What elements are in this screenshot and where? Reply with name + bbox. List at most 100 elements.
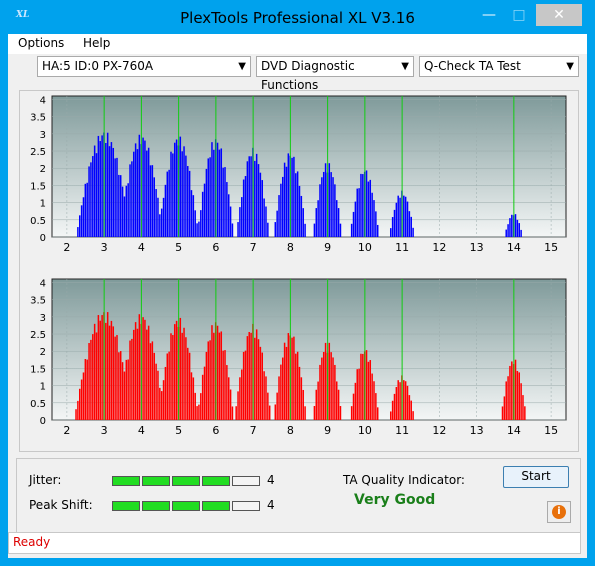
histogram-bar	[330, 172, 332, 237]
histogram-bar	[291, 157, 293, 237]
function-select[interactable]: DVD Diagnostic Functions ▼	[256, 56, 414, 92]
histogram-bar	[201, 374, 204, 420]
y-tick-label: 2.5	[30, 330, 46, 341]
histogram-bar	[127, 183, 129, 237]
histogram-bar	[181, 151, 183, 237]
histogram-bar	[90, 339, 92, 420]
histogram-bar	[408, 395, 411, 420]
histogram-bar	[358, 368, 360, 420]
histogram-bar	[229, 206, 232, 237]
histogram-bar	[241, 197, 243, 237]
histogram-bar	[142, 137, 144, 237]
histogram-bar	[242, 351, 245, 420]
histogram-bar	[522, 395, 524, 420]
histogram-bar	[179, 136, 182, 237]
histogram-bar	[520, 229, 522, 237]
x-tick-label: 8	[287, 241, 294, 254]
histogram-bar	[112, 147, 115, 237]
histogram-bar	[131, 338, 133, 420]
test-select-value: Q-Check TA Test	[424, 59, 521, 73]
histogram-bar	[224, 350, 226, 420]
histogram-bar	[505, 381, 507, 420]
histogram-bar	[146, 150, 148, 237]
histogram-bar	[391, 400, 394, 420]
ta-quality-value: Very Good	[354, 492, 436, 508]
title-bar[interactable]: XL PlexTools Professional XL V3.16 — □ ✕	[0, 0, 595, 34]
x-tick-label: 11	[395, 241, 409, 254]
histogram-bar	[246, 336, 249, 420]
meter-segment	[142, 476, 170, 486]
histogram-bar	[354, 201, 357, 237]
x-tick-label: 13	[470, 424, 484, 437]
y-tick-label: 0	[40, 233, 46, 244]
histogram-bar	[516, 219, 519, 237]
histogram-bar	[106, 132, 109, 237]
histogram-bar	[231, 223, 234, 237]
histogram-bar	[244, 176, 247, 237]
histogram-bar	[84, 359, 87, 420]
histogram-bar	[183, 327, 185, 420]
histogram-bar	[175, 139, 178, 237]
histogram-bar	[261, 180, 264, 237]
histogram-bar	[376, 407, 379, 420]
histogram-bar	[317, 381, 319, 420]
info-button[interactable]: i	[547, 501, 571, 523]
histogram-bar	[280, 183, 282, 237]
minimize-button[interactable]: —	[482, 7, 496, 23]
histogram-bar	[509, 365, 511, 420]
histogram-bar	[237, 391, 239, 420]
histogram-bar	[110, 142, 113, 237]
histogram-bar	[524, 406, 526, 420]
histogram-bar	[220, 331, 223, 420]
histogram-bar	[403, 195, 405, 237]
histogram-bar	[201, 191, 204, 237]
menu-options[interactable]: Options	[18, 36, 65, 50]
status-text: Ready	[13, 535, 51, 549]
menu-help[interactable]: Help	[83, 36, 111, 50]
histogram-bar	[373, 200, 375, 237]
x-tick-label: 14	[507, 424, 521, 437]
histogram-bar	[250, 332, 252, 420]
histogram-bar	[166, 171, 169, 237]
histogram-bar	[511, 361, 513, 420]
histogram-bar	[248, 332, 250, 420]
histogram-bar	[408, 211, 411, 237]
histogram-bar	[114, 336, 116, 420]
plot-area	[51, 95, 567, 238]
x-tick-label: 2	[63, 241, 70, 254]
histogram-bar	[101, 135, 103, 237]
test-select[interactable]: Q-Check TA Test ▼	[419, 56, 579, 77]
toolbar: HA:5 ID:0 PX-760A ▼ DVD Diagnostic Funct…	[14, 56, 579, 92]
histogram-bar	[274, 222, 277, 237]
x-tick-label: 10	[358, 241, 372, 254]
histogram-bar	[160, 391, 163, 420]
histogram-bar	[146, 329, 148, 420]
histogram-bar	[216, 142, 219, 237]
histogram-bar	[164, 366, 167, 420]
histogram-bar	[397, 380, 399, 420]
histogram-bar	[183, 146, 185, 237]
maximize-button[interactable]: □	[512, 7, 526, 23]
histogram-bar	[168, 351, 170, 420]
histogram-bar	[332, 357, 334, 420]
histogram-bar	[298, 366, 301, 420]
ta-quality-label: TA Quality Indicator:	[343, 473, 465, 487]
histogram-bar	[118, 352, 120, 420]
chevron-down-icon: ▼	[238, 61, 246, 72]
histogram-bar	[227, 194, 230, 237]
histogram-bar	[403, 380, 405, 420]
histogram-bar	[106, 312, 109, 420]
histogram-bar	[404, 381, 407, 420]
x-tick-label: 3	[101, 241, 108, 254]
histogram-bar	[127, 359, 129, 420]
histogram-bar	[159, 214, 161, 237]
histogram-bar	[97, 315, 100, 420]
start-button[interactable]: Start	[503, 466, 569, 488]
drive-select[interactable]: HA:5 ID:0 PX-760A ▼	[37, 56, 251, 77]
histogram-bar	[520, 383, 522, 420]
close-button[interactable]: ✕	[536, 4, 582, 26]
histogram-bar	[194, 392, 196, 420]
histogram-bar	[118, 174, 120, 237]
histogram-bar	[110, 320, 113, 420]
